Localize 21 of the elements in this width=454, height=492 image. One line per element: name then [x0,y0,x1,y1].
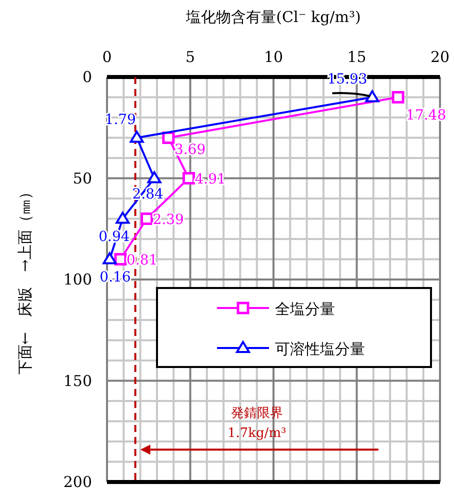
y-axis-title: 下面← 床版 →上面（㎜） [16,184,34,375]
legend-label: 全塩分量 [275,300,335,318]
data-label: 3.69 [174,142,206,158]
y-tick-label: 200 [63,473,92,491]
x-tick-label: 15 [347,48,366,66]
data-label: 2.39 [152,212,184,228]
legend-label: 可溶性塩分量 [275,340,365,358]
y-tick-label: 50 [72,169,92,188]
y-tick-label: 0 [82,68,92,86]
data-label: 4.91 [194,171,226,188]
x-tick-label: 10 [264,48,284,66]
data-label: 17.48 [406,107,446,124]
data-label: 1.79 [104,112,136,128]
x-tick-label: 0 [102,48,112,66]
y-tick-label: 100 [63,270,92,288]
ref-line-label: 発錆限界 1.7kg/m³ [227,406,286,442]
x-tick-label: 20 [430,48,450,66]
y-tick-label: 150 [63,372,92,390]
x-tick-label: 5 [185,48,196,66]
x-axis-title: 塩化物含有量(Cl⁻ kg/m³) [185,8,361,26]
data-label: 0.16 [100,269,131,286]
